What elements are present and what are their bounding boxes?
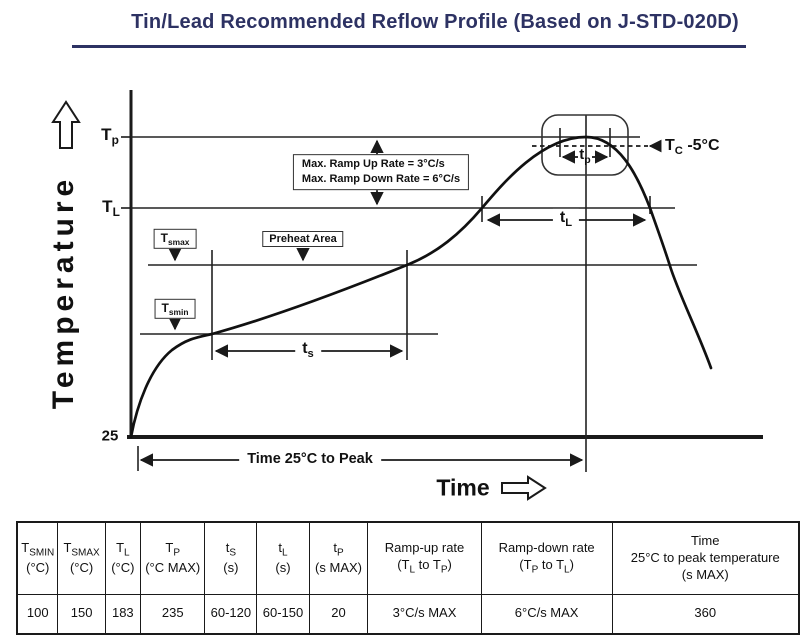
page-title: Tin/Lead Recommended Reflow Profile (Bas… <box>131 11 739 33</box>
preheat-area-box: Preheat Area <box>262 231 344 247</box>
time-25c-to-peak-label: Time 25°C to Peak <box>239 451 381 467</box>
tl-span-label: tL <box>552 208 580 230</box>
tsmin-box: Tsmin <box>154 298 196 320</box>
axes <box>121 90 763 439</box>
col-header-tp-time: tP (s MAX) <box>308 521 369 595</box>
value-tp-time: 20 <box>308 593 369 635</box>
max-ramp-up-rate: Max. Ramp Up Rate = 3°C/s <box>301 158 445 171</box>
col-header-time-to-peak: Time 25°C to peak temperature (s MAX) <box>611 521 800 595</box>
value-tsmin: 100 <box>16 593 59 635</box>
value-time-to-peak: 360 <box>611 593 800 635</box>
value-ramp-down: 6°C/s MAX <box>480 593 613 635</box>
tp-span-label: tp <box>579 146 591 166</box>
col-header-tl-temp: TL (°C) <box>104 521 141 595</box>
parameter-table: TSMIN (°C) TSMAX (°C) TL (°C) TP (°C MAX… <box>16 521 800 635</box>
ts-span-label: ts <box>295 339 321 361</box>
tick-label-tl: TL <box>102 196 120 220</box>
value-tl-temp: 183 <box>104 593 141 635</box>
col-header-ramp-up: Ramp-up rate (TL to TP) <box>367 521 482 595</box>
tick-label-origin: 25 <box>101 427 119 445</box>
tick-label-tp: Tp <box>101 124 119 148</box>
title-underline <box>72 45 746 48</box>
temperature-up-arrow-icon <box>51 100 81 149</box>
reflow-curve <box>129 135 713 439</box>
y-axis-title: Temperature <box>47 174 80 410</box>
max-ramp-rate-box: Max. Ramp Up Rate = 3°C/s Max. Ramp Down… <box>292 154 470 190</box>
value-ramp-up: 3°C/s MAX <box>367 593 482 635</box>
x-axis-title: Time <box>436 474 490 501</box>
tsmax-box: Tsmax <box>153 228 197 250</box>
col-header-tsmax: TSMAX (°C) <box>57 521 106 595</box>
peak-window-outline <box>541 114 629 176</box>
max-ramp-down-rate: Max. Ramp Down Rate = 6°C/s <box>301 173 461 185</box>
table-header-row: TSMIN (°C) TSMAX (°C) TL (°C) TP (°C MAX… <box>16 521 800 595</box>
time-right-arrow-icon <box>501 475 547 501</box>
tc-minus-5c-label: TC -5°C <box>665 136 720 158</box>
value-tl-time: 60-150 <box>256 593 310 635</box>
col-header-tl-time: tL (s) <box>256 521 310 595</box>
col-header-ramp-down: Ramp-down rate (TP to TL) <box>480 521 613 595</box>
col-header-tsmin: TSMIN (°C) <box>16 521 59 595</box>
value-tsmax: 150 <box>57 593 106 635</box>
col-header-tp-temp: TP (°C MAX) <box>139 521 206 595</box>
value-ts-time: 60-120 <box>204 593 258 635</box>
col-header-ts-time: tS (s) <box>204 521 258 595</box>
reference-lines <box>131 136 697 335</box>
table-value-row: 100 150 183 235 60-120 60-150 20 3°C/s M… <box>16 593 800 635</box>
value-tp-temp: 235 <box>139 593 206 635</box>
